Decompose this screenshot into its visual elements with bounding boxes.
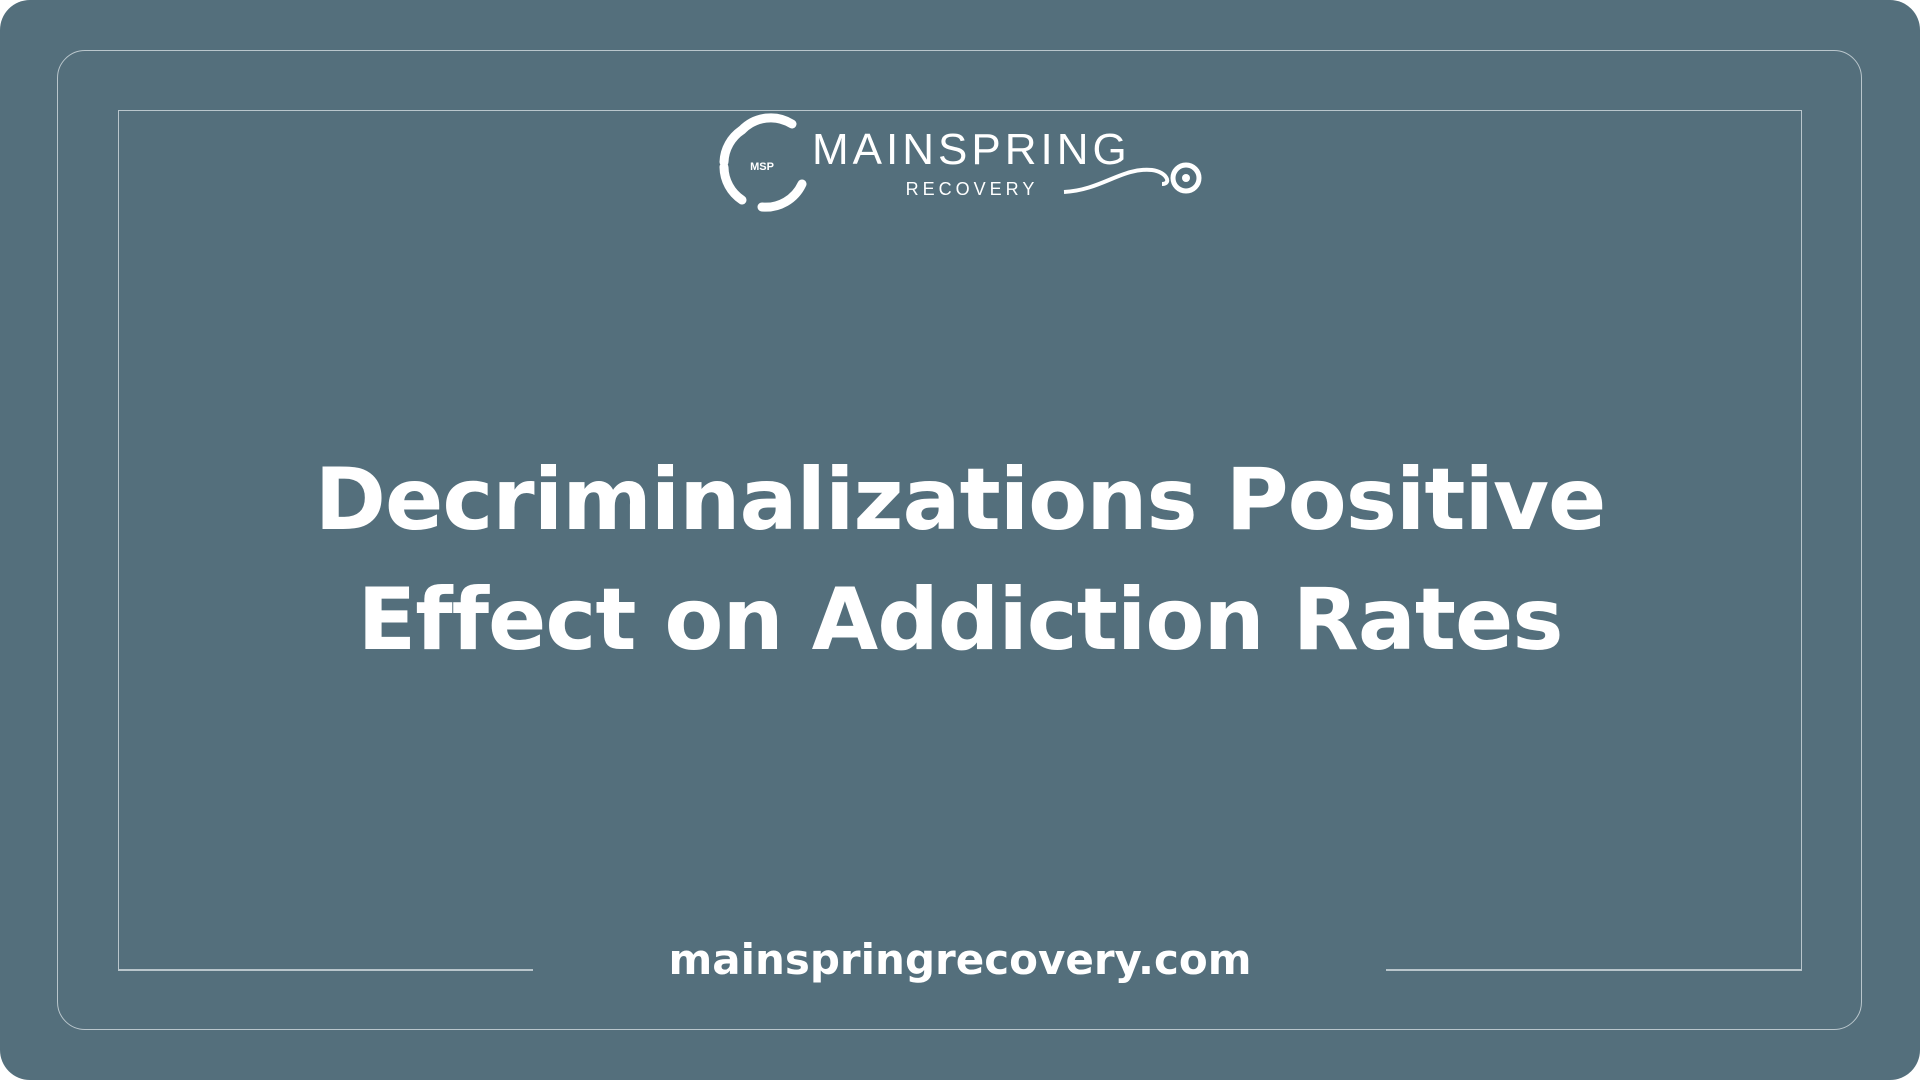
bottom-line-left — [118, 969, 533, 971]
outer-frame — [57, 50, 1862, 1030]
bottom-line-right — [1386, 969, 1802, 971]
page-title: Decriminalizations Positive Effect on Ad… — [0, 440, 1920, 680]
title-line-2: Effect on Addiction Rates — [357, 570, 1563, 670]
svg-text:MAINSPRING: MAINSPRING — [812, 125, 1131, 174]
svg-text:RECOVERY: RECOVERY — [906, 179, 1039, 199]
inner-frame — [118, 110, 1802, 970]
title-line-1: Decriminalizations Positive — [314, 450, 1607, 550]
svg-text:MSP: MSP — [750, 161, 774, 173]
mainspring-logo: MSP MAINSPRING RECOVERY — [719, 113, 1202, 212]
website-url[interactable]: mainspringrecovery.com — [668, 935, 1252, 984]
